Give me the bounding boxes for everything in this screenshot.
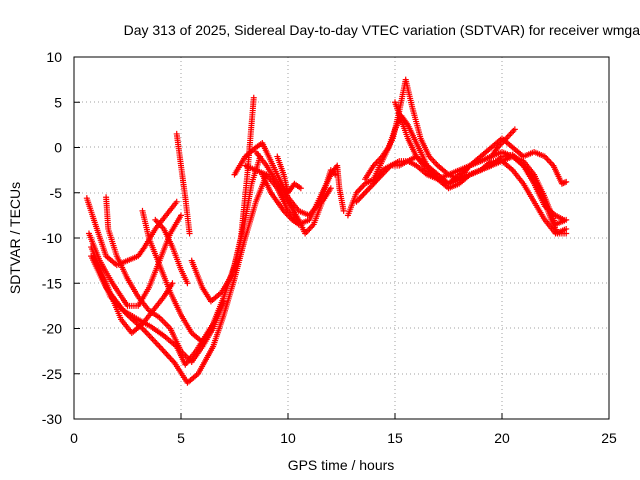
data-point <box>186 230 193 237</box>
data-point <box>164 352 171 359</box>
data-point <box>160 348 167 355</box>
data-point <box>511 126 518 133</box>
chart-title: Day 313 of 2025, Sidereal Day-to-day VTE… <box>124 22 640 38</box>
data-point <box>173 198 180 205</box>
data-point <box>159 346 166 353</box>
data-point <box>162 349 169 356</box>
y-tick-label: -10 <box>42 230 62 246</box>
y-tick-label: -30 <box>42 411 62 427</box>
data-point <box>561 216 568 223</box>
data-point <box>166 353 173 360</box>
data-point <box>327 185 334 192</box>
data-point <box>184 280 191 287</box>
x-tick-label: 0 <box>70 430 78 446</box>
x-tick-label: 10 <box>280 430 296 446</box>
y-axis-title: SDTVAR / TECUs <box>7 182 23 294</box>
data-point <box>340 207 347 214</box>
data-point <box>168 356 175 363</box>
data-point <box>295 221 302 228</box>
data-point <box>169 280 176 287</box>
y-tick-label: -15 <box>42 275 62 291</box>
data-point <box>250 94 257 101</box>
x-tick-label: 25 <box>601 430 617 446</box>
y-tick-label: -20 <box>42 321 62 337</box>
x-axis-title: GPS time / hours <box>288 457 395 473</box>
x-tick-label: 5 <box>177 430 185 446</box>
y-tick-label: 10 <box>46 49 62 65</box>
y-axis-ticks: -30 -25 -20 -15 -10 -5 0 5 10 <box>42 49 80 427</box>
x-axis-ticks: 0 5 10 15 20 25 <box>70 413 617 446</box>
data-points <box>83 76 570 386</box>
grid-lines <box>74 57 609 419</box>
data-point <box>563 225 570 232</box>
y-tick-label: -5 <box>50 185 63 201</box>
y-tick-label: 0 <box>54 140 62 156</box>
data-point <box>178 212 184 219</box>
data-point <box>157 345 164 352</box>
x-tick-label: 20 <box>494 430 510 446</box>
data-point <box>167 355 174 362</box>
x-tick-label: 15 <box>387 430 403 446</box>
data-point <box>220 298 227 305</box>
y-tick-label: 5 <box>54 94 62 110</box>
data-point <box>297 185 304 192</box>
y-tick-label: -25 <box>42 366 62 382</box>
data-point <box>563 178 570 185</box>
data-point <box>163 351 170 358</box>
